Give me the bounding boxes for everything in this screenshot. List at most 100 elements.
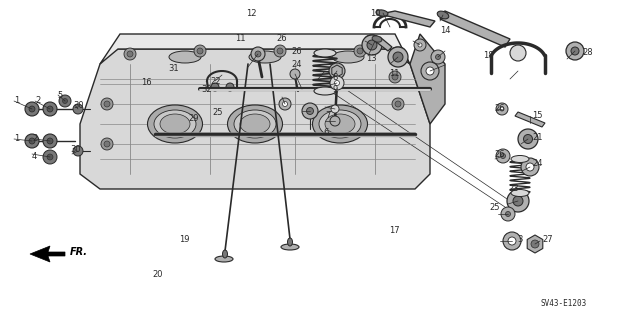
Circle shape [510,45,526,61]
Circle shape [274,45,286,57]
Polygon shape [380,11,435,27]
Ellipse shape [154,110,196,138]
Circle shape [421,62,439,80]
Circle shape [290,69,300,79]
Text: 22: 22 [211,77,221,86]
Text: 31: 31 [168,64,179,73]
Circle shape [524,135,532,144]
Circle shape [508,237,516,245]
Circle shape [389,71,401,83]
Circle shape [101,138,113,150]
Circle shape [526,163,534,171]
Circle shape [73,104,83,114]
Text: 2: 2 [35,96,40,105]
Text: 11: 11 [236,34,246,43]
Text: 27: 27 [543,235,554,244]
Circle shape [506,211,511,217]
Circle shape [282,101,287,107]
Circle shape [101,98,113,110]
Polygon shape [30,246,65,262]
Circle shape [500,107,504,111]
Circle shape [43,134,57,148]
Text: 20: 20 [152,271,163,279]
Circle shape [29,138,35,144]
Text: 25: 25 [212,108,223,117]
Circle shape [43,150,57,164]
Ellipse shape [287,238,292,246]
Circle shape [521,158,539,176]
Ellipse shape [511,189,529,197]
Circle shape [566,42,584,60]
Ellipse shape [312,105,367,143]
Circle shape [388,47,408,67]
Ellipse shape [319,110,361,138]
Circle shape [392,98,404,110]
Circle shape [418,43,422,47]
Text: 10: 10 [370,9,380,18]
Circle shape [127,51,133,57]
Text: 19: 19 [179,235,189,244]
Text: 5: 5 [58,91,63,100]
Text: 14: 14 [440,26,451,35]
Circle shape [531,240,539,248]
Ellipse shape [234,110,276,138]
Circle shape [73,146,83,156]
Circle shape [197,48,203,54]
Ellipse shape [511,155,529,162]
Circle shape [435,55,440,60]
Ellipse shape [160,114,190,134]
Circle shape [63,99,67,103]
Circle shape [279,98,291,110]
Ellipse shape [376,10,388,16]
Circle shape [104,101,110,107]
Ellipse shape [391,47,405,55]
Ellipse shape [223,250,227,258]
Ellipse shape [437,11,449,19]
Ellipse shape [372,36,382,42]
Circle shape [426,67,434,75]
Circle shape [503,232,521,250]
Circle shape [255,51,261,57]
Circle shape [362,35,382,55]
Circle shape [124,48,136,60]
Circle shape [335,80,339,85]
Ellipse shape [249,51,281,63]
Circle shape [330,76,344,90]
Circle shape [43,102,57,116]
Circle shape [25,134,39,148]
Polygon shape [440,11,510,47]
Circle shape [29,106,35,112]
Text: 1: 1 [14,134,19,143]
Ellipse shape [281,244,299,250]
Circle shape [367,40,377,50]
Circle shape [25,102,39,116]
Circle shape [329,63,345,79]
Circle shape [47,138,53,144]
Circle shape [393,52,403,62]
Ellipse shape [215,256,233,262]
Text: 3: 3 [517,235,522,244]
Ellipse shape [325,114,355,134]
Text: 23: 23 [509,184,520,193]
Circle shape [357,48,363,54]
Circle shape [59,95,71,107]
Circle shape [431,50,445,64]
Circle shape [330,116,340,126]
Circle shape [47,106,53,112]
Circle shape [331,105,339,113]
Text: 26: 26 [291,47,302,56]
Text: 32: 32 [202,85,212,94]
Ellipse shape [314,87,336,95]
Text: 28: 28 [582,48,593,57]
Ellipse shape [147,105,202,143]
Text: 7: 7 [325,111,330,120]
Circle shape [104,141,110,147]
Circle shape [395,101,401,107]
Text: 26: 26 [276,34,287,43]
Circle shape [307,108,314,115]
Text: 9: 9 [333,85,338,94]
Text: 4: 4 [32,152,37,161]
Text: 6: 6 [323,128,328,137]
Text: FR.: FR. [70,247,88,257]
Ellipse shape [314,49,336,57]
